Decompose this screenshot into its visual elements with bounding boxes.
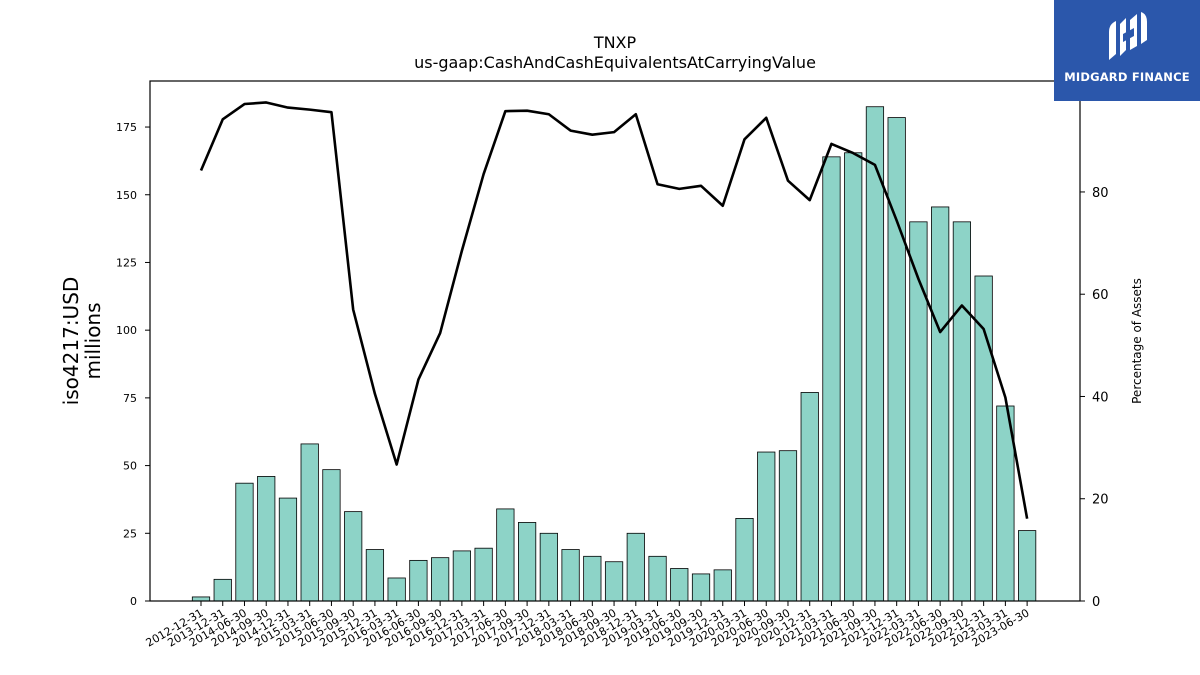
bar-2014-06-30 (235, 482, 254, 602)
bar-2012-12-31 (191, 596, 211, 602)
bar-2015-12-31 (365, 549, 385, 602)
bar-2017-09-30 (518, 522, 537, 602)
bar-2021-12-31 (887, 117, 906, 602)
bar-2022-06-30 (931, 206, 950, 602)
bar-2021-06-30 (844, 152, 863, 602)
logo-wordmark: MIDGARD FINANCE (1064, 70, 1190, 84)
y-axis-label-scale: millions (81, 302, 105, 379)
bar-2017-12-31 (539, 532, 558, 602)
bar-2014-12-31 (278, 497, 298, 602)
plot-frame (149, 80, 1081, 602)
bar-2020-12-31 (800, 392, 819, 602)
bar-2017-06-30 (496, 508, 515, 602)
bar-2016-06-30 (409, 559, 428, 602)
percentage-of-assets-line (199, 101, 1029, 519)
y2-tick-label: 0 (1092, 595, 1100, 610)
secondary-y-axis-label: Percentage of Assets (1130, 278, 1144, 404)
bar-2018-09-30 (604, 561, 624, 602)
bar-2022-09-30 (952, 221, 972, 602)
bar-2016-12-31 (452, 550, 471, 602)
bar-2016-03-31 (387, 577, 406, 602)
y-tick-label: 125 (116, 256, 137, 269)
y-tick-label: 25 (123, 527, 137, 540)
line-series (199, 101, 1029, 519)
bar-2018-06-30 (583, 555, 602, 602)
bar-2018-12-31 (626, 532, 645, 602)
chart-title: TNXP (593, 33, 637, 52)
bar-series (191, 106, 1037, 602)
y-tick-label: 50 (123, 460, 137, 473)
bar-2020-03-31 (735, 518, 754, 602)
y2-tick-label: 60 (1092, 288, 1109, 303)
midgard-logo-icon (1109, 12, 1147, 60)
bar-2015-06-30 (322, 469, 341, 602)
y-axis-label-unit: iso4217:USD (59, 277, 83, 406)
bar-2019-06-30 (670, 568, 689, 602)
bar-2018-03-31 (561, 549, 580, 602)
bar-2013-12-31 (213, 578, 232, 602)
bar-2020-06-30 (757, 451, 776, 602)
bar-2019-03-31 (648, 555, 667, 602)
tick-labels: 02550751001251501750204060802012-12-3120… (116, 121, 1109, 650)
bar-2019-09-30 (691, 573, 711, 602)
axes (149, 80, 1081, 602)
y2-tick-label: 80 (1092, 186, 1109, 201)
bar-2020-09-30 (778, 450, 798, 602)
bar-2015-03-31 (300, 443, 319, 602)
bar-2019-12-31 (713, 569, 732, 602)
y2-tick-label: 20 (1092, 493, 1109, 508)
y-tick-label: 100 (116, 324, 137, 337)
bar-2023-06-30 (1018, 530, 1037, 602)
y-tick-label: 175 (116, 121, 137, 134)
bar-2014-09-30 (257, 476, 276, 602)
bar-2015-09-30 (344, 511, 363, 602)
y-tick-label: 150 (116, 189, 137, 202)
y-tick-label: 0 (130, 595, 137, 608)
midgard-finance-logo: MIDGARD FINANCE (1054, 0, 1200, 101)
y2-tick-label: 40 (1092, 390, 1109, 405)
bar-2022-12-31 (974, 275, 993, 602)
bar-2017-03-31 (474, 547, 493, 602)
bar-2016-09-30 (431, 557, 450, 602)
chart-subtitle: us-gaap:CashAndCashEquivalentsAtCarrying… (414, 53, 816, 72)
bar-2021-03-31 (822, 156, 841, 602)
y-tick-label: 75 (123, 392, 137, 405)
